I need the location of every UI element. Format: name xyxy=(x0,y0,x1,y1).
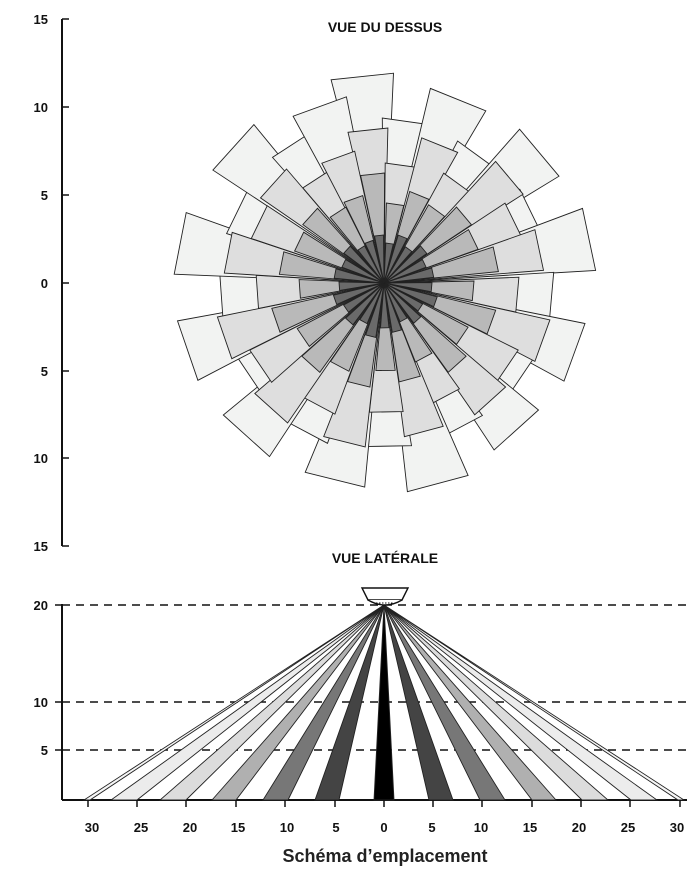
rose-ray xyxy=(383,245,428,284)
rose-ray xyxy=(343,245,385,284)
x-tick-label-10b: 10 xyxy=(474,820,488,835)
top-tick-label-15a: 15 xyxy=(34,12,48,27)
side-view-title: VUE LATÉRALE xyxy=(332,550,438,566)
x-tick-label-25a: 25 xyxy=(134,820,148,835)
side-beam xyxy=(82,604,385,801)
top-view-title: VUE DU DESSUS xyxy=(328,19,442,35)
rose-ray xyxy=(332,282,385,306)
rose-ray xyxy=(383,282,408,323)
top-tick-label-0: 0 xyxy=(41,276,48,291)
rose-ray xyxy=(383,258,427,284)
top-tick-label-15b: 15 xyxy=(34,539,48,554)
x-tick-label-25b: 25 xyxy=(621,820,635,835)
x-tick-label-15b: 15 xyxy=(523,820,537,835)
side-tick-label-10: 10 xyxy=(34,695,48,710)
rose-ray xyxy=(383,282,403,333)
side-beam xyxy=(383,604,659,801)
rose-ray xyxy=(357,245,385,284)
rose-ray xyxy=(342,282,385,313)
diagram-caption: Schéma d’emplacement xyxy=(282,846,487,866)
x-tick-label-20b: 20 xyxy=(572,820,586,835)
side-beam xyxy=(314,604,385,801)
rose-ray xyxy=(383,234,408,284)
rose-ray xyxy=(333,268,385,284)
rose-ray xyxy=(364,239,385,284)
side-beam xyxy=(383,604,454,801)
x-tick-label-30a: 30 xyxy=(85,820,99,835)
side-beam xyxy=(109,604,385,801)
rose-ray xyxy=(380,282,390,329)
rose-ray xyxy=(345,282,385,326)
side-tick-label-5: 5 xyxy=(41,743,48,758)
sensor-icon xyxy=(360,587,410,606)
rose-ray xyxy=(383,267,435,284)
side-beam xyxy=(211,604,385,801)
rose-ray xyxy=(341,258,385,284)
rose-ray xyxy=(383,282,433,293)
x-tick-label-15a: 15 xyxy=(231,820,245,835)
side-view: VUE LATÉRALE 20 10 5 xyxy=(34,550,690,835)
x-tick-label-10a: 10 xyxy=(280,820,294,835)
top-view: VUE DU DESSUS 15 10 5 0 5 10 15 xyxy=(34,12,597,554)
top-view-y-ticks: 15 10 5 0 5 10 15 xyxy=(34,12,69,554)
rose-ray xyxy=(373,234,385,284)
rose-ray xyxy=(338,281,385,291)
side-beam xyxy=(383,604,686,801)
x-tick-label-5a: 5 xyxy=(332,820,339,835)
top-tick-label-5a: 5 xyxy=(41,188,48,203)
rose-ray xyxy=(383,282,438,308)
top-tick-label-10b: 10 xyxy=(34,451,48,466)
rose-ray xyxy=(365,282,385,338)
top-tick-label-5b: 5 xyxy=(41,364,48,379)
side-beam xyxy=(158,604,385,801)
side-view-x-ticks: 30 25 20 15 10 5 0 5 10 15 20 25 30 xyxy=(85,800,684,835)
rose-ray xyxy=(383,282,424,312)
side-view-beams xyxy=(82,604,686,801)
rose-ray xyxy=(359,282,385,325)
side-beam xyxy=(383,604,610,801)
x-tick-label-0: 0 xyxy=(380,820,387,835)
top-tick-label-10a: 10 xyxy=(34,100,48,115)
x-tick-label-5b: 5 xyxy=(428,820,435,835)
top-view-detection-rose xyxy=(173,72,597,493)
side-beam xyxy=(262,604,385,801)
x-tick-label-20a: 20 xyxy=(183,820,197,835)
side-beam xyxy=(383,604,557,801)
x-tick-label-30b: 30 xyxy=(670,820,684,835)
rose-ray xyxy=(383,242,394,284)
side-beam xyxy=(383,604,506,801)
rose-ray xyxy=(383,282,422,324)
rose-ray xyxy=(383,246,413,284)
side-tick-label-20: 20 xyxy=(34,598,48,613)
